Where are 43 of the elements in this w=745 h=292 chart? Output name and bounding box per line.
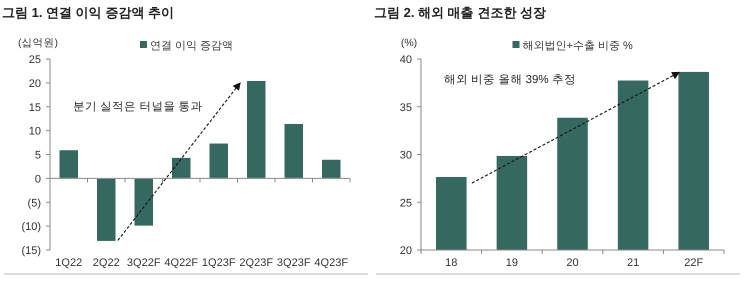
bar <box>171 156 192 179</box>
legend-label: 해외법인+수출 비중 % <box>522 40 634 52</box>
bar <box>96 178 116 242</box>
x-tick-label: 1Q23F <box>202 257 236 269</box>
y-tick-label: (5) <box>28 197 41 210</box>
y-tick-label: (15) <box>21 245 41 257</box>
y-tick-label: 25 <box>28 54 41 66</box>
x-tick-label: 4Q23F <box>314 257 348 269</box>
chart-title: 그림 2. 해외 매출 견조한 성장 <box>374 5 546 20</box>
y-tick-label: 20 <box>400 245 412 257</box>
bar <box>246 80 266 179</box>
x-tick-label: 2Q22 <box>92 257 120 269</box>
bar <box>284 122 304 179</box>
x-tick-label: 22F <box>684 257 704 269</box>
x-tick-label: 2Q23F <box>239 257 274 269</box>
y-tick-label: 20 <box>28 78 41 90</box>
y-tick-label: 40 <box>400 54 412 66</box>
bar <box>58 149 79 179</box>
annotation: 해외 비중 올해 39% 추정 <box>444 74 576 86</box>
bar <box>208 142 229 179</box>
chart-title: 그림 1. 연결 이익 증감액 추이 <box>2 5 174 20</box>
y-tick-label: 10 <box>28 126 41 138</box>
y-tick-label: (10) <box>21 221 41 234</box>
x-tick-label: 3Q22F <box>126 257 161 269</box>
bar <box>134 178 154 227</box>
y-tick-label: 35 <box>400 102 412 114</box>
x-tick-label: 21 <box>626 257 640 269</box>
y-tick-label: 30 <box>400 150 412 162</box>
x-tick-label: 19 <box>506 257 518 269</box>
legend-label: 연결 이익 증감액 <box>150 40 234 52</box>
y-axis-title: (%) <box>400 37 418 49</box>
y-tick-label: 15 <box>28 102 41 114</box>
y-tick-label: 25 <box>400 197 412 210</box>
y-axis-title: (십억원) <box>18 37 58 49</box>
x-tick-label: 18 <box>445 257 458 269</box>
x-tick-label: 3Q23F <box>276 257 311 269</box>
y-tick-label: 0 <box>34 173 41 186</box>
x-tick-label: 20 <box>566 257 579 269</box>
x-tick-label: 4Q22F <box>164 257 198 269</box>
annotation: 분기 실적은 터널을 통과 <box>73 101 203 113</box>
bar <box>321 158 342 179</box>
x-tick-label: 1Q22 <box>55 257 82 269</box>
y-tick-label: 5 <box>34 150 41 162</box>
